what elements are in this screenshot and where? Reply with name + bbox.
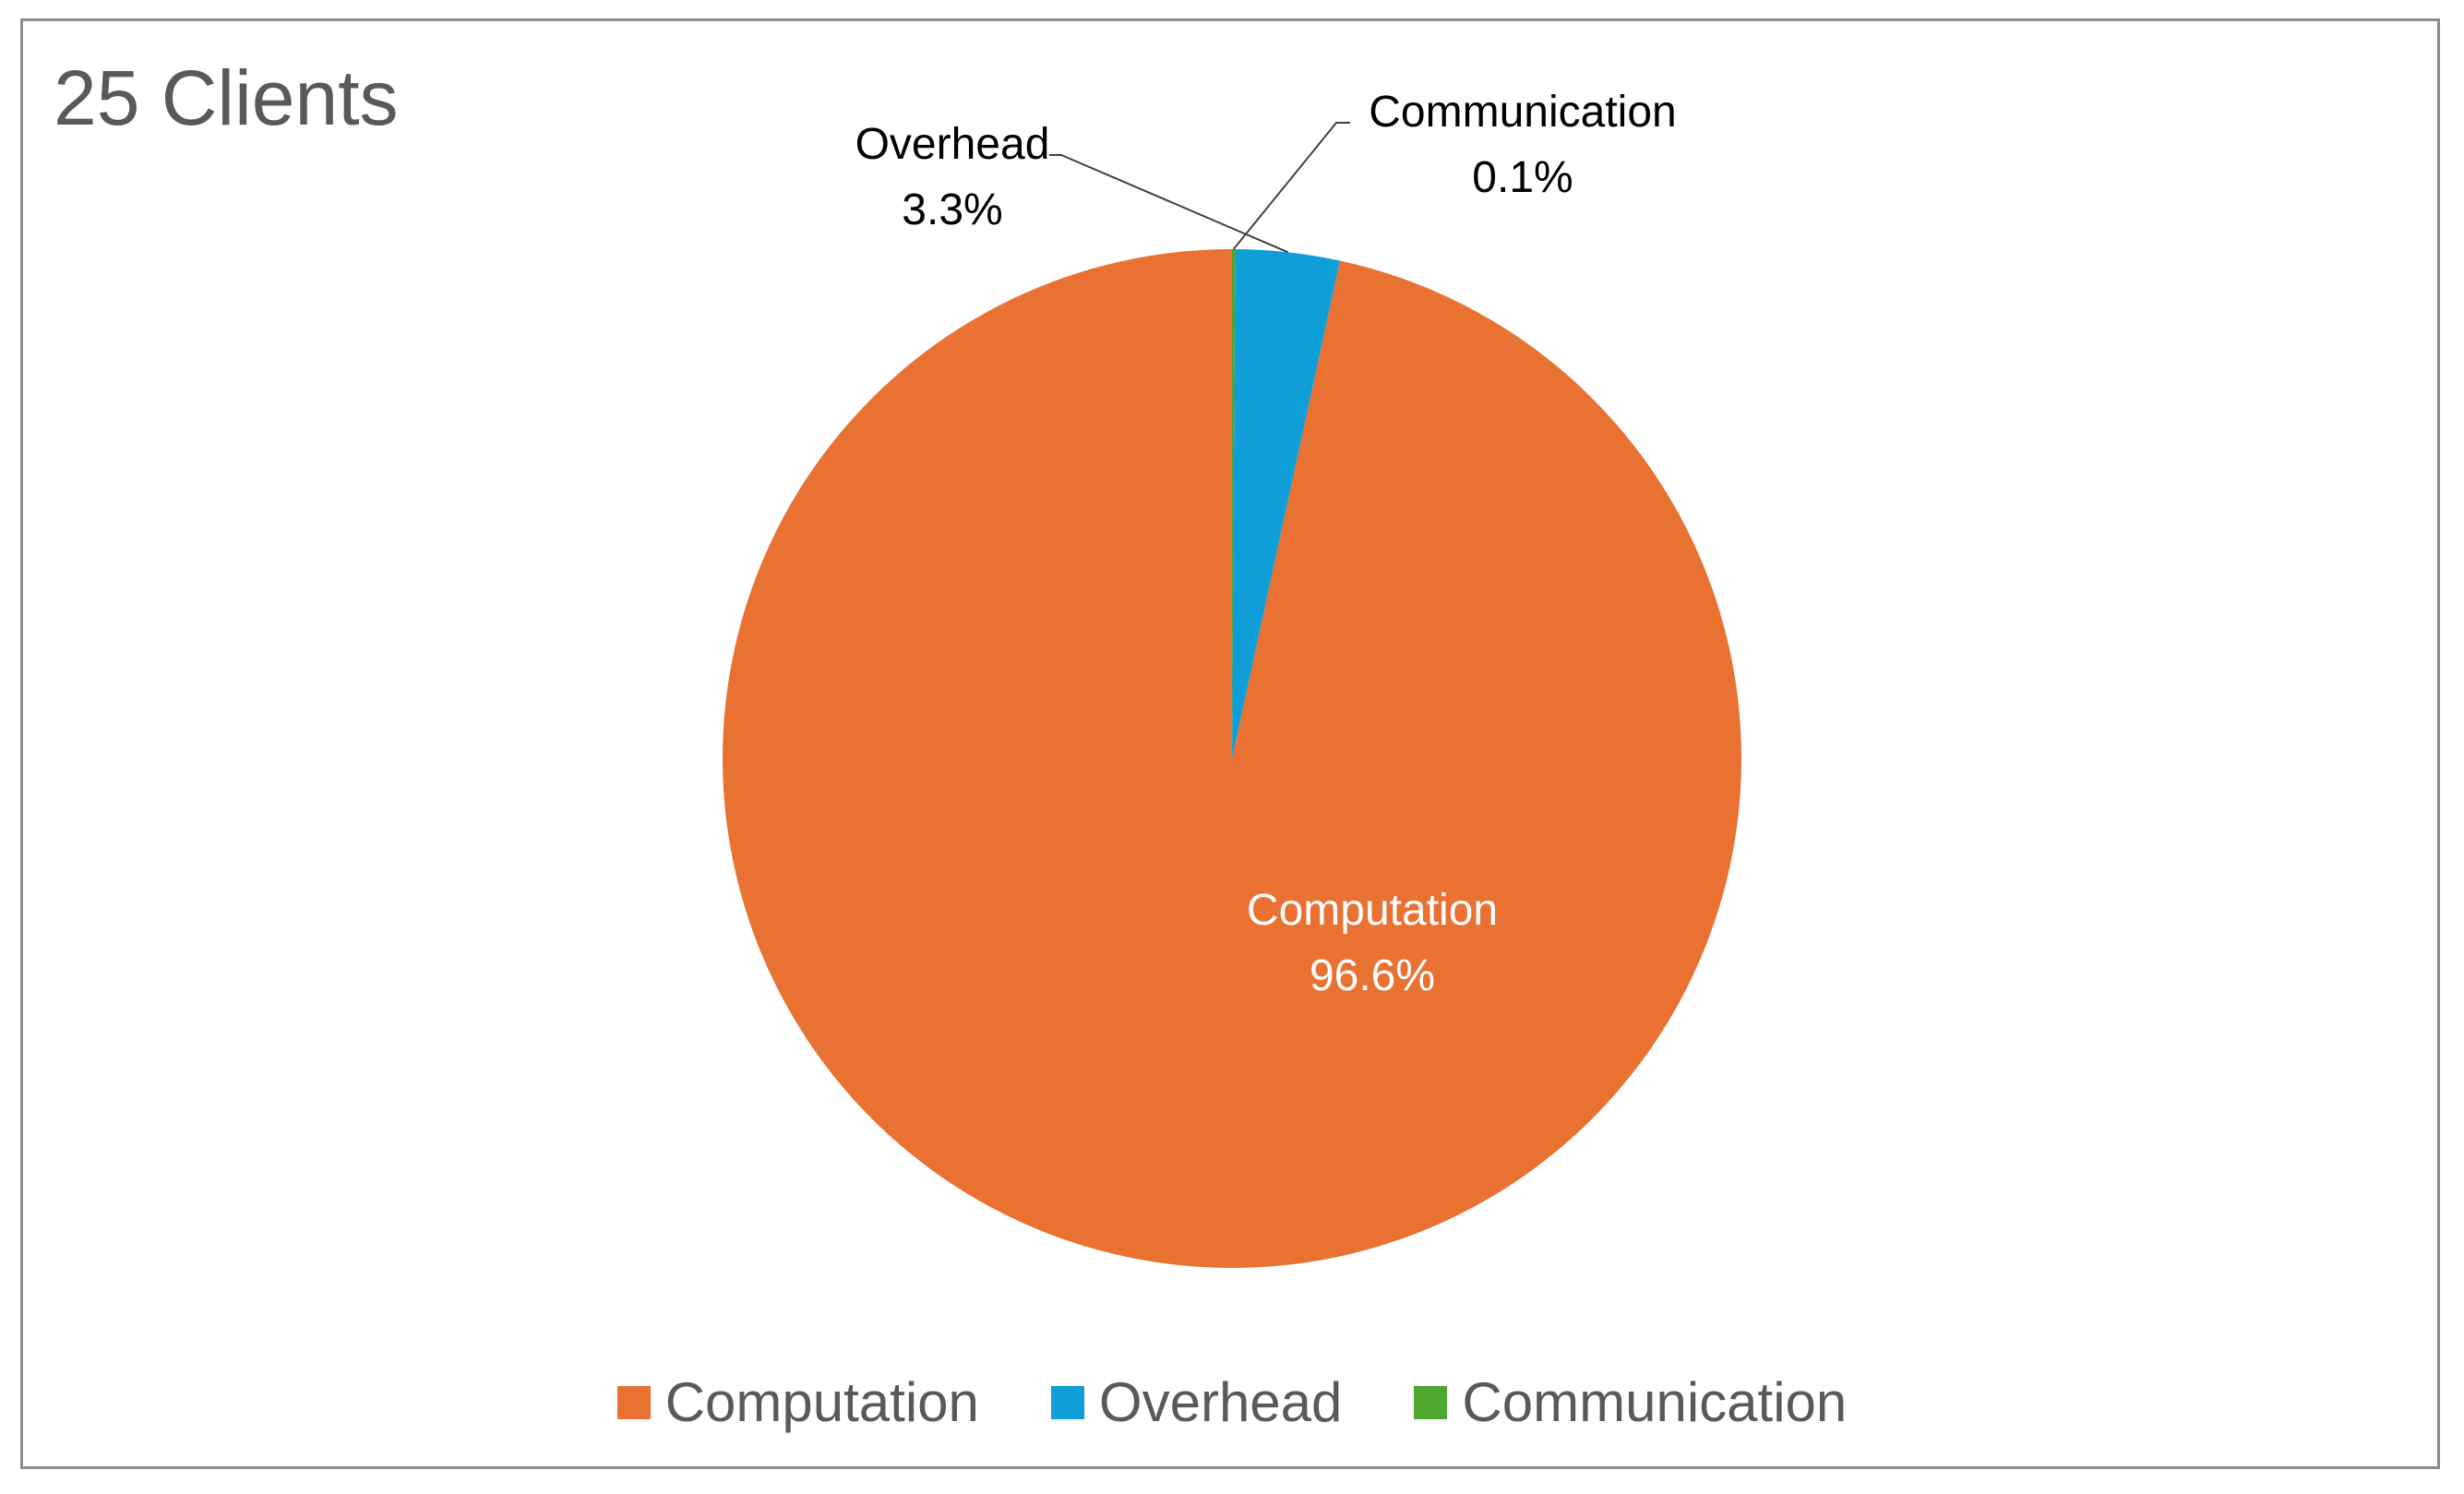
data-label-communication-name: Communication [1369, 88, 1676, 137]
legend-label-overhead: Overhead [1098, 1371, 1343, 1433]
legend-swatch-overhead [1050, 1386, 1084, 1419]
data-label-computation-name: Computation [1247, 886, 1498, 935]
legend-item-communication: Communication [1414, 1375, 1847, 1430]
legend-item-computation: Computation [616, 1371, 979, 1433]
data-label-communication-value: 0.1% [1472, 153, 1573, 202]
legend-swatch-communication [1414, 1386, 1448, 1419]
legend-swatch-computation [616, 1386, 651, 1419]
data-label-overhead-name: Overhead [855, 120, 1050, 169]
legend: Computation Overhead Communication [0, 1375, 2464, 1430]
data-label-overhead-value: 3.3% [902, 185, 1002, 234]
legend-label-computation: Computation [664, 1371, 979, 1433]
legend-label-communication: Communication [1462, 1371, 1848, 1433]
pie-slice-overhead [1232, 249, 1341, 759]
pie-slice-computation [723, 249, 1741, 1269]
chart-title: 25 Clients [54, 54, 399, 141]
leader-line-overhead [1049, 154, 1288, 254]
pie-slice-communication [1232, 249, 1236, 759]
legend-item-overhead: Overhead [1050, 1371, 1343, 1433]
data-label-computation-value: 96.6% [1310, 951, 1435, 1000]
leader-line-communication [1232, 122, 1350, 250]
